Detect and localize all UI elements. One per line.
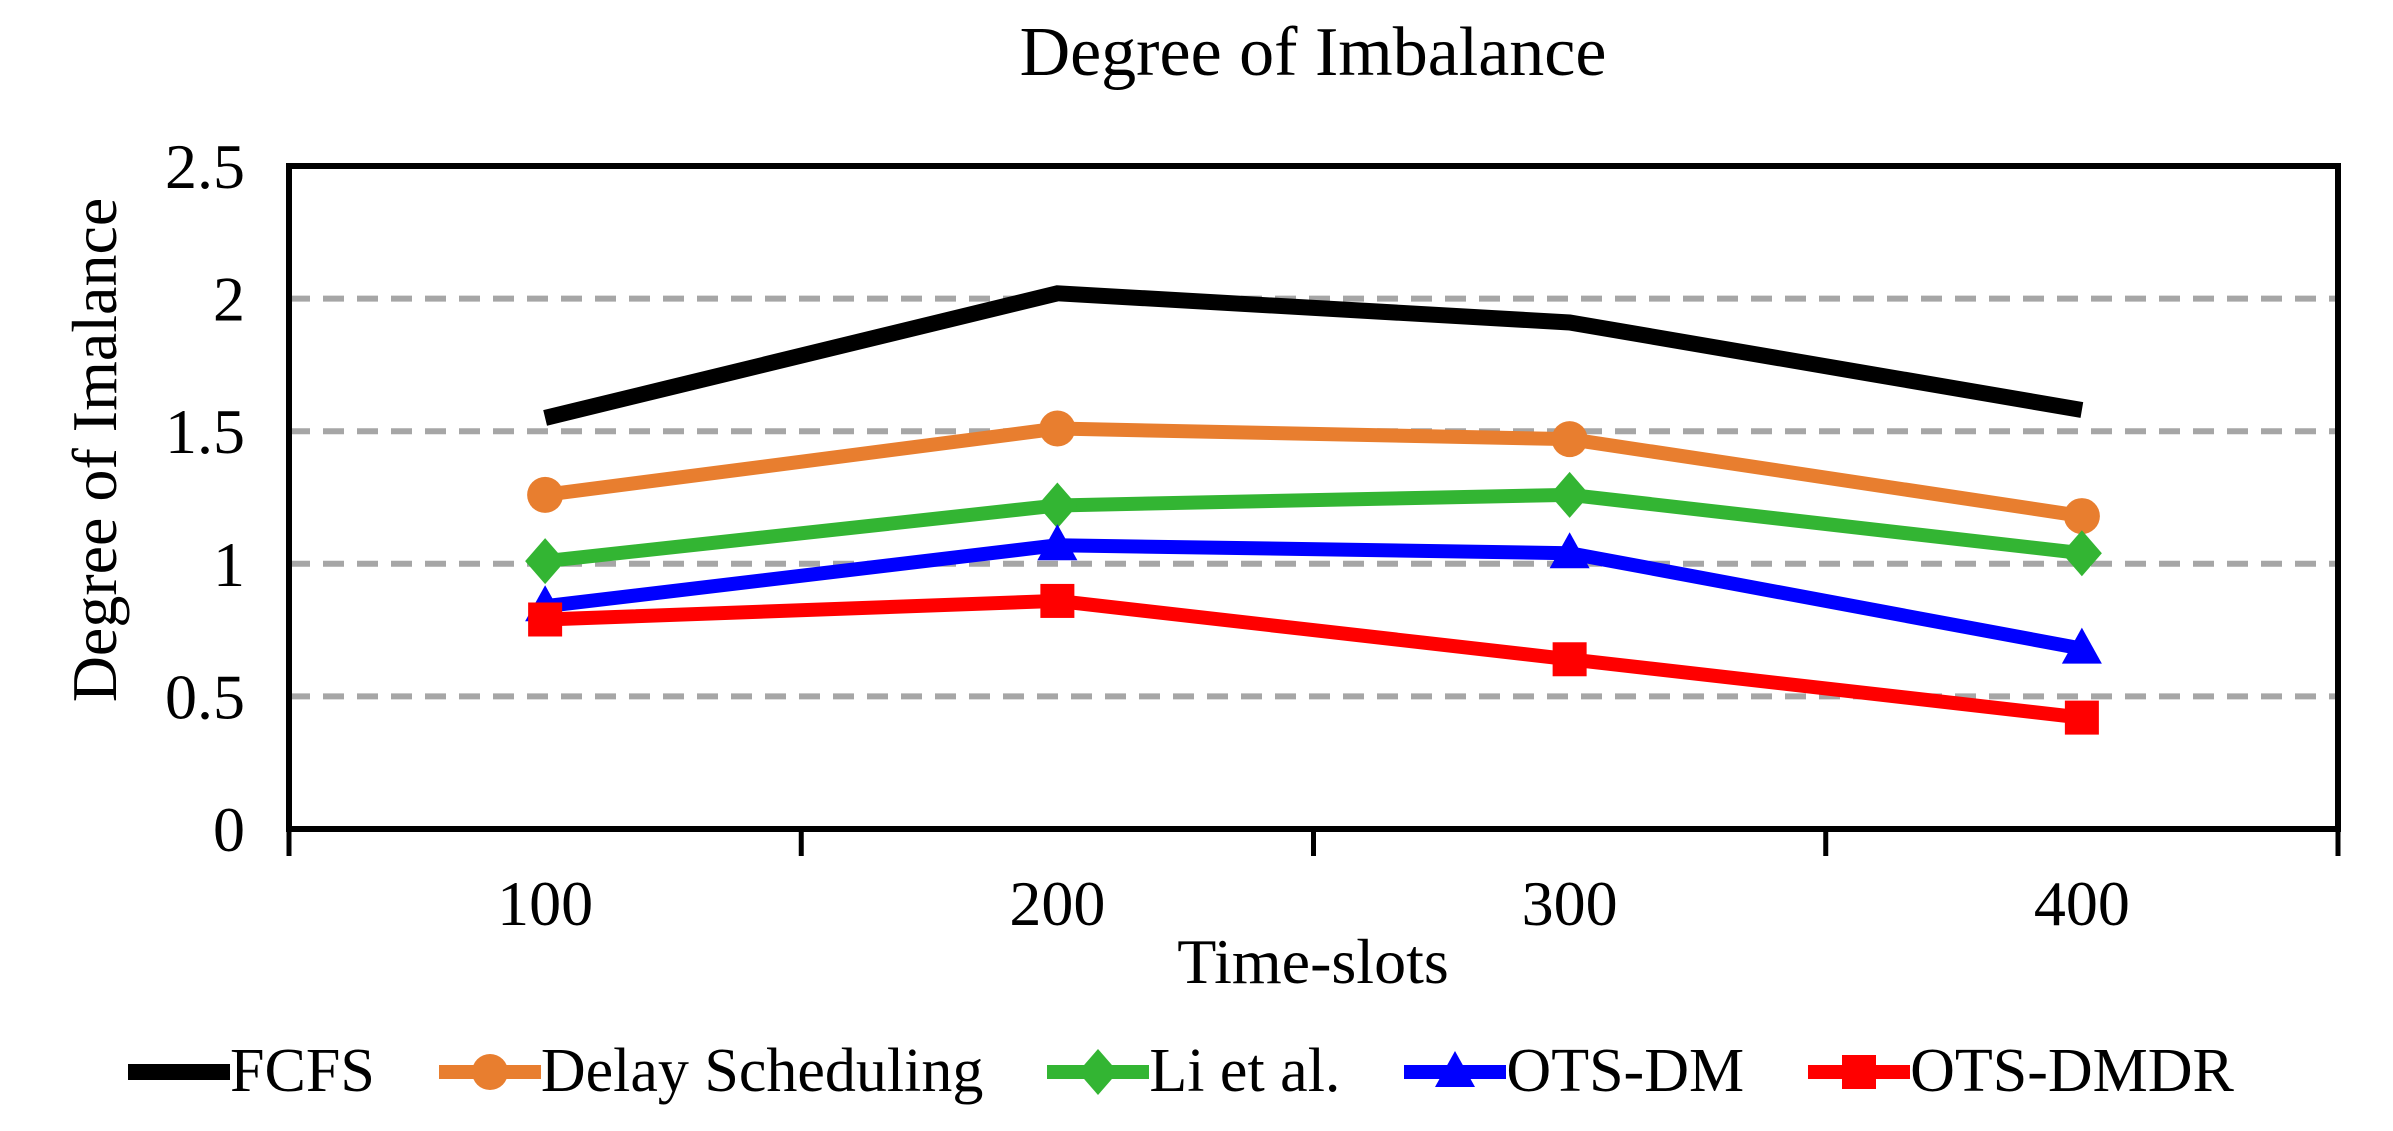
circle-marker-icon xyxy=(471,1053,508,1090)
series-ots-dmdr xyxy=(528,583,2099,735)
plot-area: 0 0.5 1 1.5 2 2.5 100 200 300 400 xyxy=(165,131,2341,939)
triangle-marker-icon xyxy=(1435,1050,1476,1087)
legend-item-ots-dm: OTS-DM xyxy=(1404,1036,1744,1107)
series-li-et-al xyxy=(525,471,2102,585)
legend-label: FCFS xyxy=(230,1037,375,1105)
legend-item-fcfs: FCFS xyxy=(128,1036,375,1107)
diamond-marker-icon xyxy=(1549,471,1590,518)
square-marker-icon xyxy=(1552,642,1587,677)
series-line xyxy=(544,487,2083,569)
legend-label: OTS-DM xyxy=(1506,1037,1745,1105)
legend-label: Li et al. xyxy=(1149,1037,1341,1105)
circle-marker-icon xyxy=(2063,498,2100,535)
x-tick-label: 100 xyxy=(497,868,593,939)
triangle-marker-icon xyxy=(1549,532,1590,569)
series-line xyxy=(543,285,2084,426)
series-fcfs xyxy=(543,285,2084,426)
legend-key-circle-icon xyxy=(438,1053,541,1090)
diamond-marker-icon xyxy=(525,538,566,585)
y-tick-label: 1.5 xyxy=(165,396,245,467)
circle-marker-icon xyxy=(1039,410,1076,447)
y-tick-label: 0.5 xyxy=(165,661,245,732)
series-line xyxy=(544,593,2083,725)
legend-label: OTS-DMDR xyxy=(1910,1037,2234,1105)
y-tick-label: 2.5 xyxy=(165,131,245,202)
circle-marker-icon xyxy=(1551,421,1588,458)
chart-title: Degree of Imbalance xyxy=(1019,14,1607,91)
x-tick-label: 200 xyxy=(1009,868,1105,939)
series-line xyxy=(544,421,2083,523)
legend-key-square-icon xyxy=(1808,1054,1911,1089)
legend-label: Delay Scheduling xyxy=(540,1037,984,1105)
legend-key-line-icon xyxy=(128,1063,230,1080)
x-tick-label: 300 xyxy=(1522,868,1618,939)
y-tick-label: 2 xyxy=(213,264,245,335)
square-marker-icon xyxy=(1842,1054,1877,1089)
diamond-marker-icon xyxy=(1037,482,1078,529)
square-marker-icon xyxy=(1040,583,1075,618)
series-delay-scheduling xyxy=(527,410,2100,535)
diamond-marker-icon xyxy=(1078,1048,1119,1095)
x-axis-title: Time-slots xyxy=(1177,926,1449,997)
diamond-marker-icon xyxy=(2061,530,2102,577)
triangle-marker-icon xyxy=(1037,524,1078,561)
legend-key-triangle-icon xyxy=(1404,1050,1507,1087)
legend-key-diamond-icon xyxy=(1047,1048,1150,1095)
legend-item-ots-dmdr: OTS-DMDR xyxy=(1808,1036,2234,1107)
square-marker-icon xyxy=(528,602,563,637)
series-line xyxy=(544,538,2084,656)
y-tick-label: 0 xyxy=(213,794,245,865)
legend-item-li-et-al: Li et al. xyxy=(1047,1036,1340,1107)
x-tick-label: 400 xyxy=(2034,868,2130,939)
triangle-marker-icon xyxy=(2061,627,2102,664)
chart-legend: FCFS Delay Scheduling Li et al. OTS-DM OTS-D… xyxy=(128,1036,2234,1107)
square-marker-icon xyxy=(2064,700,2099,735)
legend-item-delay-scheduling: Delay Scheduling xyxy=(438,1036,984,1107)
circle-marker-icon xyxy=(527,476,564,513)
y-tick-label: 1 xyxy=(213,529,245,600)
series-ots-dm xyxy=(525,524,2102,664)
